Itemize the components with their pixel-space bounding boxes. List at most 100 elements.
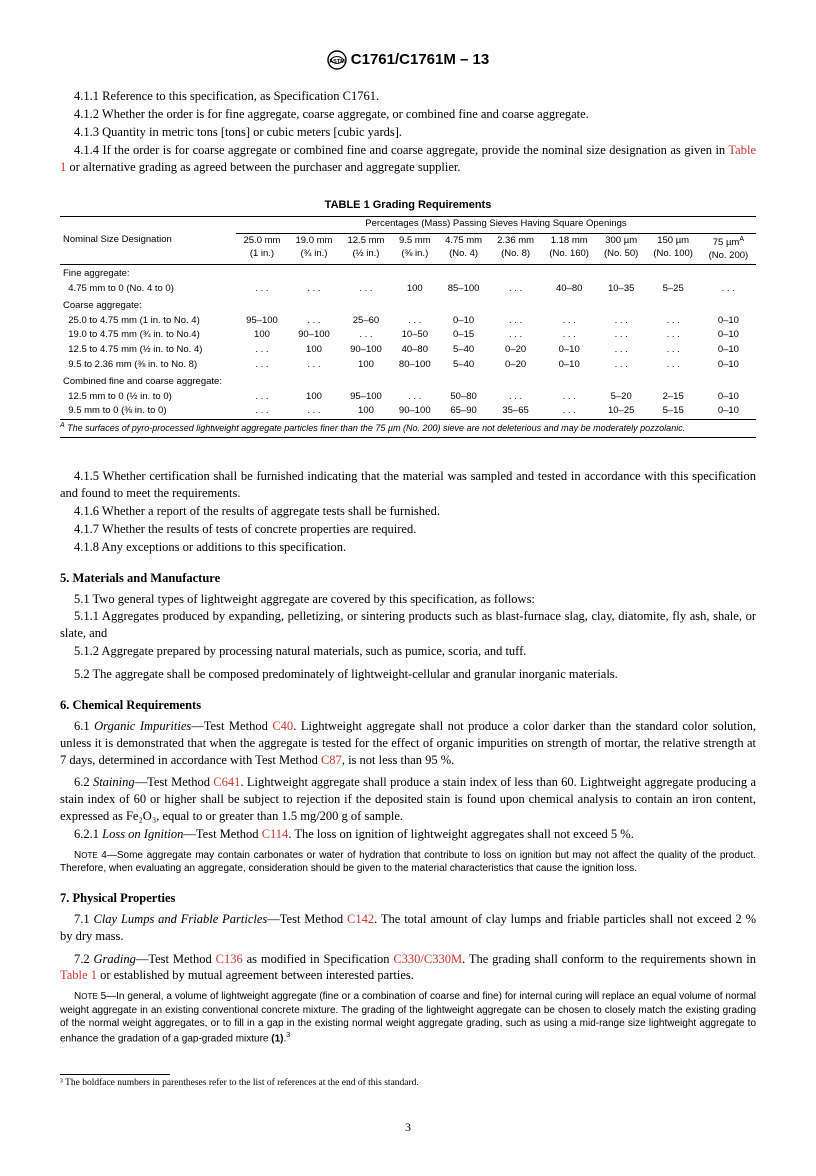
group-label: Fine aggregate: — [60, 265, 756, 282]
col-header: 25.0 mm(1 in.) — [236, 234, 288, 265]
footnote-3: ³ The boldface numbers in parentheses re… — [60, 1077, 756, 1090]
cell-value: . . . — [542, 314, 597, 329]
para-417: 4.1.7 Whether the results of tests of co… — [60, 521, 756, 538]
cell-value: . . . — [490, 390, 542, 405]
para-71: 7.1 Clay Lumps and Friable Particles—Tes… — [60, 911, 756, 945]
cell-value: . . . — [236, 282, 288, 297]
cell-value: . . . — [490, 328, 542, 343]
cell-value: 5–25 — [646, 282, 701, 297]
cell-value: 10–35 — [597, 282, 646, 297]
spec-number: C1761/C1761M – 13 — [351, 51, 489, 68]
sec6-header: 6. Chemical Requirements — [60, 697, 756, 714]
para-416: 4.1.6 Whether a report of the results of… — [60, 503, 756, 520]
row-designation: 12.5 to 4.75 mm (½ in. to No. 4) — [60, 343, 236, 358]
cell-value: . . . — [392, 314, 438, 329]
cell-value: 0–10 — [701, 390, 756, 405]
sec5-header: 5. Materials and Manufacture — [60, 570, 756, 587]
cell-value: . . . — [236, 358, 288, 373]
col-header: 150 µm(No. 100) — [646, 234, 701, 265]
c114-link[interactable]: C114 — [262, 827, 289, 841]
para-51: 5.1 Two general types of lightweight agg… — [60, 591, 756, 608]
cell-value: 5–15 — [646, 404, 701, 419]
col-header: 19.0 mm(¾ in.) — [288, 234, 340, 265]
cell-value: 0–15 — [438, 328, 490, 343]
cell-value: . . . — [340, 282, 392, 297]
col-header: 12.5 mm(½ in.) — [340, 234, 392, 265]
cell-value: 2–15 — [646, 390, 701, 405]
cell-value: 0–10 — [701, 314, 756, 329]
cell-value: 0–10 — [438, 314, 490, 329]
cell-value: 100 — [392, 282, 438, 297]
cell-value: . . . — [236, 390, 288, 405]
footnote-rule — [60, 1074, 170, 1075]
cell-value: 35–65 — [490, 404, 542, 419]
col-header: 75 µmA(No. 200) — [701, 234, 756, 265]
table-footnote: A The surfaces of pyro-processed lightwe… — [60, 421, 756, 438]
c136-link[interactable]: C136 — [216, 952, 243, 966]
cell-value: . . . — [288, 358, 340, 373]
cell-value: 5–40 — [438, 343, 490, 358]
cell-value: 85–100 — [438, 282, 490, 297]
cell-value: . . . — [597, 314, 646, 329]
col-span-header: Percentages (Mass) Passing Sieves Having… — [236, 217, 756, 234]
para-414: 4.1.4 If the order is for coarse aggrega… — [60, 142, 756, 176]
page-number: 3 — [60, 1119, 756, 1135]
cell-value: . . . — [542, 404, 597, 419]
page-header: ASTM C1761/C1761M – 13 — [60, 50, 756, 70]
cell-value: 95–100 — [340, 390, 392, 405]
c40-link[interactable]: C40 — [272, 719, 293, 733]
cell-value: 40–80 — [392, 343, 438, 358]
c330-link[interactable]: C330/C330M — [393, 952, 462, 966]
cell-value: . . . — [236, 404, 288, 419]
note-4: NOTE 4—Some aggregate may contain carbon… — [60, 849, 756, 876]
cell-value: . . . — [542, 328, 597, 343]
cell-value: 90–100 — [392, 404, 438, 419]
sec7-header: 7. Physical Properties — [60, 890, 756, 907]
group-label: Coarse aggregate: — [60, 297, 756, 314]
row-designation: 19.0 to 4.75 mm (¾ in. to No.4) — [60, 328, 236, 343]
cell-value: 25–60 — [340, 314, 392, 329]
cell-value: . . . — [597, 358, 646, 373]
para-62: 6.2 Staining—Test Method C641. Lightweig… — [60, 774, 756, 825]
cell-value: . . . — [597, 343, 646, 358]
row-designation: 9.5 mm to 0 (⅜ in. to 0) — [60, 404, 236, 419]
group-label: Combined fine and coarse aggregate: — [60, 373, 756, 390]
cell-value: . . . — [392, 390, 438, 405]
cell-value: . . . — [288, 404, 340, 419]
astm-logo: ASTM — [327, 50, 347, 70]
cell-value: 5–40 — [438, 358, 490, 373]
para-72: 7.2 Grading—Test Method C136 as modified… — [60, 951, 756, 985]
svg-text:ASTM: ASTM — [329, 59, 345, 65]
cell-value: . . . — [288, 314, 340, 329]
c87-link[interactable]: C87 — [321, 753, 342, 767]
cell-value: 100 — [236, 328, 288, 343]
cell-value: 0–10 — [701, 343, 756, 358]
row-designation: 4.75 mm to 0 (No. 4 to 0) — [60, 282, 236, 297]
cell-value: 90–100 — [340, 343, 392, 358]
cell-value: . . . — [542, 390, 597, 405]
cell-value: 0–10 — [542, 343, 597, 358]
table-title: TABLE 1 Grading Requirements — [60, 198, 756, 213]
cell-value: 100 — [340, 358, 392, 373]
cell-value: . . . — [646, 314, 701, 329]
cell-value: . . . — [646, 328, 701, 343]
para-412: 4.1.2 Whether the order is for fine aggr… — [60, 106, 756, 123]
para-512: 5.1.2 Aggregate prepared by processing n… — [60, 643, 756, 660]
table1-link-2[interactable]: Table 1 — [60, 968, 97, 982]
cell-value: 100 — [288, 390, 340, 405]
para-411: 4.1.1 Reference to this specification, a… — [60, 88, 756, 105]
row-designation: 9.5 to 2.36 mm (⅜ in. to No. 8) — [60, 358, 236, 373]
col-nominal: Nominal Size Designation — [60, 217, 236, 265]
cell-value: . . . — [236, 343, 288, 358]
cell-value: . . . — [340, 328, 392, 343]
col-header: 1.18 mm(No. 160) — [542, 234, 597, 265]
cell-value: 0–10 — [701, 358, 756, 373]
para-61: 6.1 Organic Impurities—Test Method C40. … — [60, 718, 756, 769]
col-header: 4.75 mm(No. 4) — [438, 234, 490, 265]
c142-link[interactable]: C142 — [347, 912, 374, 926]
cell-value: 90–100 — [288, 328, 340, 343]
cell-value: 10–25 — [597, 404, 646, 419]
cell-value: 100 — [340, 404, 392, 419]
cell-value: 5–20 — [597, 390, 646, 405]
c641-link[interactable]: C641 — [213, 775, 240, 789]
